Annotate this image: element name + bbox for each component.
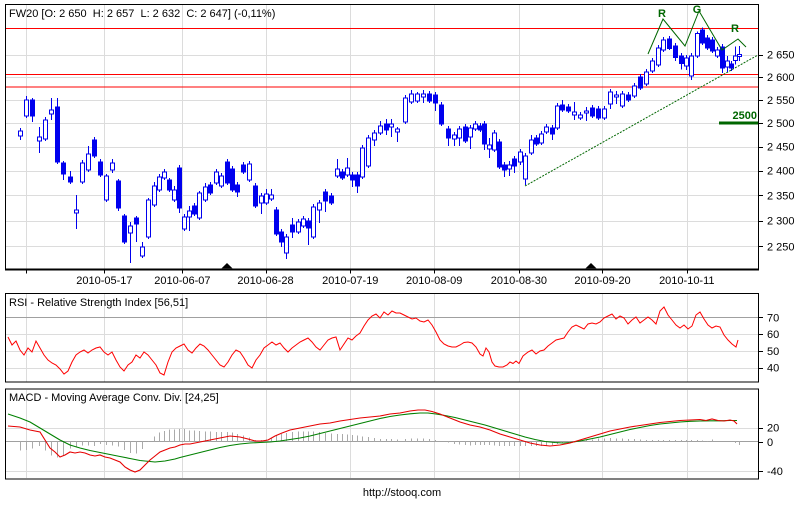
svg-text:2010-08-09: 2010-08-09 — [406, 275, 462, 287]
svg-text:-40: -40 — [767, 466, 783, 478]
svg-text:http://stooq.com: http://stooq.com — [363, 487, 441, 499]
svg-text:2 600: 2 600 — [767, 72, 795, 84]
svg-text:50: 50 — [767, 346, 779, 358]
svg-text:RSI - Relative Strength Index: RSI - Relative Strength Index [56,51] — [9, 297, 188, 309]
svg-text:70: 70 — [767, 312, 779, 324]
svg-text:R: R — [658, 8, 666, 20]
svg-text:2 550: 2 550 — [767, 95, 795, 107]
svg-text:60: 60 — [767, 329, 779, 341]
svg-text:2010-08-30: 2010-08-30 — [491, 275, 547, 287]
svg-text:2 500: 2 500 — [767, 118, 795, 130]
svg-text:2010-07-19: 2010-07-19 — [322, 275, 378, 287]
svg-text:40: 40 — [767, 363, 779, 375]
svg-text:2010-09-20: 2010-09-20 — [574, 275, 630, 287]
svg-text:R: R — [731, 23, 739, 35]
svg-text:2010-05-17: 2010-05-17 — [76, 275, 132, 287]
svg-text:FW20 [O: 2 650 H: 2 657 L: 2: FW20 [O: 2 650 H: 2 657 L: 2 632 C: 2 64… — [9, 8, 275, 20]
svg-text:2 300: 2 300 — [767, 216, 795, 228]
svg-text:20: 20 — [767, 423, 779, 435]
svg-text:2010-06-28: 2010-06-28 — [237, 275, 293, 287]
svg-text:0: 0 — [767, 437, 773, 449]
svg-text:2500: 2500 — [733, 110, 757, 122]
svg-text:G: G — [693, 4, 702, 16]
svg-text:2 250: 2 250 — [767, 241, 795, 253]
svg-text:2 400: 2 400 — [767, 166, 795, 178]
svg-text:2 350: 2 350 — [767, 190, 795, 202]
svg-text:MACD - Moving Average Conv. Di: MACD - Moving Average Conv. Div. [24,25] — [9, 392, 219, 404]
svg-text:2010-10-11: 2010-10-11 — [659, 275, 714, 287]
svg-text:2 650: 2 650 — [767, 50, 795, 62]
svg-text:2 450: 2 450 — [767, 142, 795, 154]
svg-text:2010-06-07: 2010-06-07 — [154, 275, 210, 287]
